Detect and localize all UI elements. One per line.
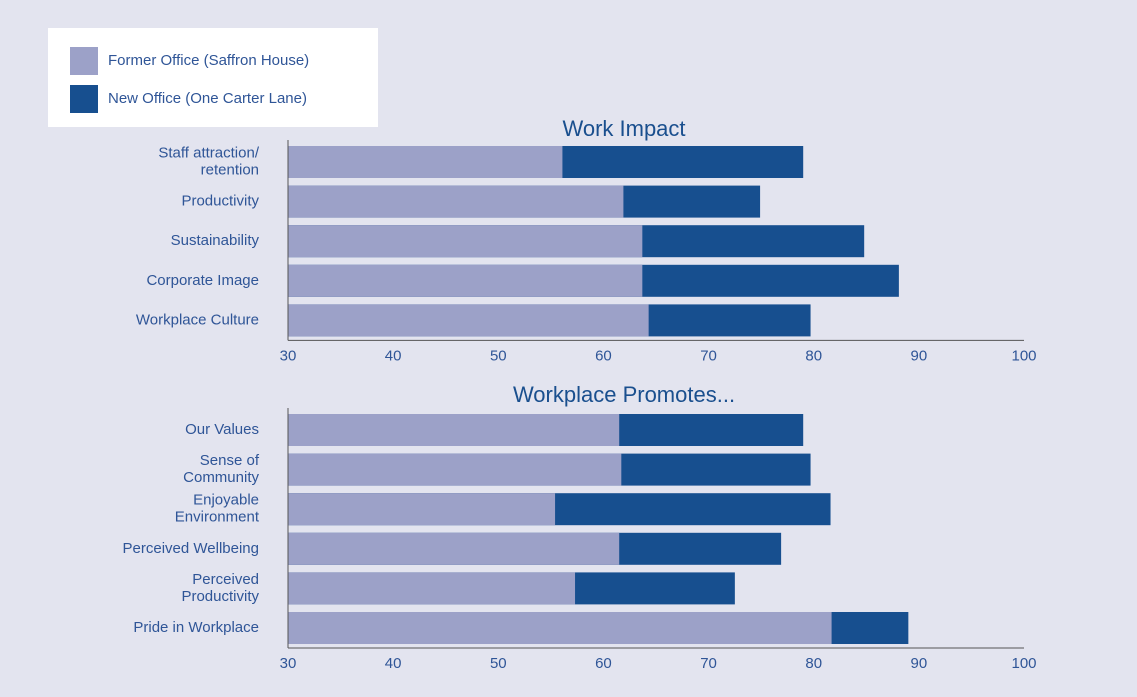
x-tick-label: 30 [280,347,297,364]
bar [288,225,643,258]
y-tick-label: Corporate Image [146,272,259,289]
bar [288,146,563,178]
y-tick-label: Enjoyable Environment [175,492,260,526]
legend-swatch [70,47,98,75]
bar [288,612,832,644]
chart-title: Work Impact [562,116,685,141]
y-tick-label: Pride in Workplace [133,619,259,636]
x-tick-label: 100 [1011,655,1036,672]
x-tick-label: 60 [595,347,612,364]
bar [288,304,649,337]
bar [288,185,624,218]
bar [288,572,576,605]
bar [288,453,622,486]
x-tick-label: 40 [385,655,402,672]
bar [288,532,620,565]
y-tick-label: Perceived Wellbeing [123,540,259,557]
bar [288,414,620,446]
x-tick-label: 50 [490,655,507,672]
x-tick-label: 70 [700,655,717,672]
x-tick-label: 60 [595,655,612,672]
x-tick-label: 90 [911,347,928,364]
bar [288,264,643,297]
y-tick-label: Productivity [181,193,259,210]
y-tick-label: Perceived Productivity [181,571,259,605]
y-tick-label: Sense of Community [183,452,260,486]
bar [288,493,556,526]
x-tick-label: 30 [280,655,297,672]
x-tick-label: 80 [805,655,822,672]
y-tick-label: Our Values [185,421,259,438]
legend-label: New Office (One Carter Lane) [108,90,307,107]
chart-title: Workplace Promotes... [513,382,735,407]
x-tick-label: 40 [385,347,402,364]
legend-label: Former Office (Saffron House) [108,52,309,69]
x-tick-label: 50 [490,347,507,364]
x-tick-label: 100 [1011,347,1036,364]
y-tick-label: Staff attraction/retention [158,144,259,178]
y-tick-label: Sustainability [171,232,260,249]
x-tick-label: 70 [700,347,717,364]
legend-box [48,28,378,127]
x-tick-label: 80 [805,347,822,364]
x-tick-label: 90 [911,655,928,672]
legend-swatch [70,85,98,113]
y-tick-label: Workplace Culture [136,311,259,328]
